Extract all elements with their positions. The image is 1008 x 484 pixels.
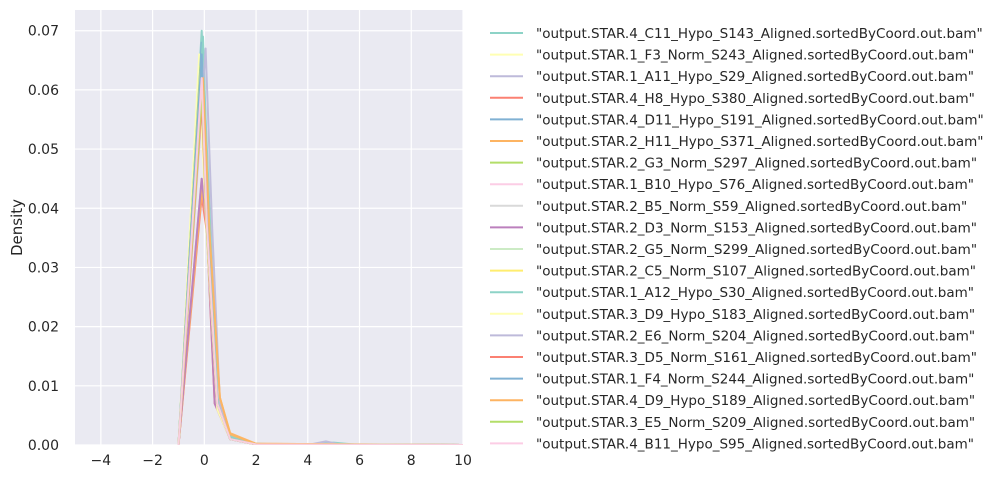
legend-entry: "output.STAR.4_H8_Hypo_S380_Aligned.sort… <box>536 91 975 107</box>
legend: "output.STAR.4_C11_Hypo_S143_Aligned.sor… <box>490 26 984 452</box>
legend-entry: "output.STAR.2_B5_Norm_S59_Aligned.sorte… <box>536 199 967 215</box>
legend-entry: "output.STAR.2_C5_Norm_S107_Aligned.sort… <box>536 264 976 280</box>
legend-entry: "output.STAR.1_A11_Hypo_S29_Aligned.sort… <box>536 69 974 85</box>
x-tick-label: −4 <box>91 453 112 469</box>
y-tick-label: 0.04 <box>28 201 59 217</box>
legend-entry: "output.STAR.1_A12_Hypo_S30_Aligned.sort… <box>536 285 974 301</box>
y-tick-label: 0.00 <box>28 438 59 454</box>
legend-entry: "output.STAR.2_D3_Norm_S153_Aligned.sort… <box>536 220 977 236</box>
y-tick-label: 0.01 <box>28 379 59 395</box>
legend-entry: "output.STAR.1_F4_Norm_S244_Aligned.sort… <box>536 372 974 388</box>
legend-entry: "output.STAR.4_B11_Hypo_S95_Aligned.sort… <box>536 436 974 452</box>
x-tick-label: 6 <box>355 453 364 469</box>
legend-entry: "output.STAR.3_E5_Norm_S209_Aligned.sort… <box>536 415 975 431</box>
y-axis-label: Density <box>8 199 26 256</box>
legend-entry: "output.STAR.1_F3_Norm_S243_Aligned.sort… <box>536 48 974 64</box>
y-axis-ticks: 0.00 0.01 0.02 0.03 0.04 0.05 0.06 0.07 <box>28 24 59 454</box>
x-tick-label: −2 <box>142 453 163 469</box>
legend-entry: "output.STAR.4_C11_Hypo_S143_Aligned.sor… <box>536 26 983 42</box>
x-tick-label: 0 <box>200 453 209 469</box>
legend-entry: "output.STAR.3_D9_Hypo_S183_Aligned.sort… <box>536 307 975 323</box>
legend-entry: "output.STAR.2_H11_Hypo_S371_Aligned.sor… <box>536 134 983 150</box>
legend-entry: "output.STAR.4_D11_Hypo_S191_Aligned.sor… <box>536 112 984 128</box>
series-layer <box>177 29 463 445</box>
legend-entry: "output.STAR.2_E6_Norm_S204_Aligned.sort… <box>536 328 975 344</box>
plot-area <box>75 10 463 445</box>
x-tick-label: 4 <box>303 453 312 469</box>
y-tick-label: 0.03 <box>28 260 59 276</box>
y-tick-label: 0.07 <box>28 24 59 40</box>
legend-entry: "output.STAR.4_D9_Hypo_S189_Aligned.sort… <box>536 393 975 409</box>
grid-lines <box>75 10 464 446</box>
series-line-20 <box>177 77 463 445</box>
y-tick-label: 0.05 <box>28 142 59 158</box>
legend-entry: "output.STAR.1_B10_Hypo_S76_Aligned.sort… <box>536 177 974 193</box>
y-tick-label: 0.02 <box>28 320 59 336</box>
legend-entry: "output.STAR.3_D5_Norm_S161_Aligned.sort… <box>536 350 977 366</box>
y-tick-label: 0.06 <box>28 83 59 99</box>
x-tick-label: 8 <box>407 453 416 469</box>
x-tick-label: 10 <box>454 453 472 469</box>
legend-entry: "output.STAR.2_G5_Norm_S299_Aligned.sort… <box>536 242 977 258</box>
x-axis-ticks: −4 −2 0 2 4 6 8 10 <box>91 453 472 469</box>
legend-entry: "output.STAR.2_G3_Norm_S297_Aligned.sort… <box>536 156 977 172</box>
x-tick-label: 2 <box>252 453 261 469</box>
